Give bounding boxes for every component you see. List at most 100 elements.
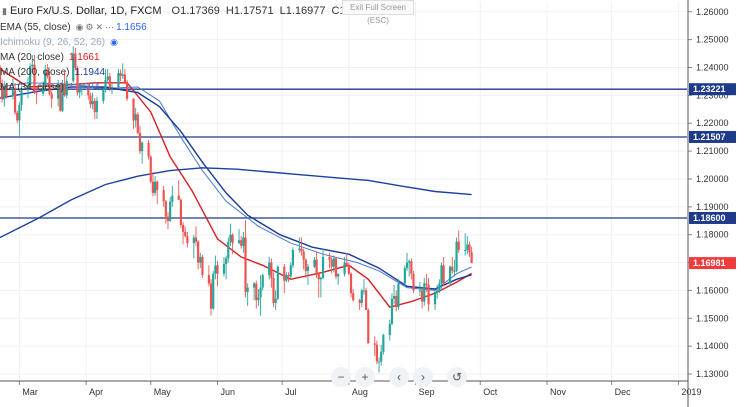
candle [106,68,109,82]
candle [319,276,322,298]
candle [451,256,454,274]
candle [184,226,187,238]
candle-body [390,298,394,324]
candle-body [257,297,260,301]
eye-icon[interactable]: ◉ [75,22,84,32]
candle-body [35,92,38,94]
candle-body [207,275,210,284]
candle-body [449,266,452,284]
price-tick-label: 1.16000 [696,285,729,295]
price-tick-label: 1.24000 [696,62,729,72]
candle-body [274,298,277,303]
exit-fullscreen-button[interactable]: Exit Full Screen (ESC) [342,0,414,25]
zoom-out-button[interactable]: − [331,367,351,387]
price-tick-label: 1.15000 [696,313,729,323]
time-tick-label: Aug [352,387,368,397]
candle [457,230,460,253]
candle [95,96,99,120]
candle-body [388,323,391,336]
candle [134,107,137,128]
candle-body [455,241,458,271]
zoom-controls: − + ‹ › ↺ [331,367,467,387]
indicator-ema55[interactable]: EMA (55, close) ◉ ⚙ ✕ ⋯ 1.1656 [0,20,385,35]
candle-body [33,64,36,93]
candle [360,289,363,308]
candle-body [93,100,96,113]
more-icon[interactable]: ⋯ [105,22,115,32]
candle [274,290,277,310]
price-label-box [689,83,736,96]
candle-body [63,84,66,96]
candle [289,262,292,280]
chart-legend: ▮ Euro Fx/U.S. Dollar, 1D, FXCM O1.17369… [0,0,385,95]
candle-body [319,277,322,280]
candle-body [337,273,340,277]
time-tick-label: Jul [285,387,297,397]
candle-body [395,296,398,308]
candle [65,77,68,99]
indicator-line [0,68,472,308]
candle [192,234,195,259]
indicator-ma200[interactable]: MA (200, close) 1.1944 [0,65,385,80]
candle-body [321,256,325,278]
candle-body [451,266,454,271]
candle-body [5,86,8,97]
scroll-left-button[interactable]: ‹ [389,367,409,387]
candle [313,256,316,269]
candle-body [197,241,200,263]
candle-body [177,195,180,200]
settings-icon[interactable]: ⚙ [85,22,94,32]
candle-body [20,90,23,105]
zoom-in-button[interactable]: + [355,367,375,387]
candle-body [104,80,107,90]
candle-body [209,283,213,309]
candle [59,82,62,113]
candle-body [141,142,144,152]
candle-body [153,181,157,193]
candle-body [44,70,47,86]
candle [352,289,355,302]
candle [349,272,353,298]
candle-body [410,261,413,274]
price-tick-label: 1.22000 [696,118,729,128]
scroll-right-button[interactable]: › [413,367,433,387]
indicator-ma20[interactable]: MA (20, close) 1.1661 [0,50,385,65]
candle [0,64,2,88]
candle-body [162,190,165,202]
candle [328,252,331,269]
indicator-ma34[interactable]: MA (34, close) 1.1684 [0,80,385,95]
price-tick-label: 1.20000 [696,174,729,184]
candle [108,73,111,92]
candle-body [405,262,409,269]
candle [244,220,247,298]
candle-body [61,84,64,111]
candle [302,248,305,270]
candle [362,279,366,295]
eye-off-icon[interactable]: ◉ [110,37,118,47]
candle [171,185,174,207]
time-tick-label: Dec [615,387,632,397]
candle-body [433,291,437,305]
candle [317,272,320,298]
candle-body [352,293,355,301]
candle [132,98,135,129]
close-icon[interactable]: ✕ [95,22,104,32]
candle-body [289,265,292,277]
reset-chart-button[interactable]: ↺ [447,367,467,387]
candle [117,68,120,89]
candle-body [59,84,62,111]
candle [80,85,83,96]
candle [89,92,92,108]
indicator-ichimoku[interactable]: Ichimoku (9, 26, 52, 26) ◉ [0,35,385,50]
candle [149,155,152,184]
candle-body [343,262,346,274]
candle [246,283,249,306]
candle-body [3,86,6,100]
candle [162,185,165,207]
candle [365,287,368,310]
candle [272,272,275,308]
candle [151,171,155,197]
time-tick-label: Apr [89,387,103,397]
